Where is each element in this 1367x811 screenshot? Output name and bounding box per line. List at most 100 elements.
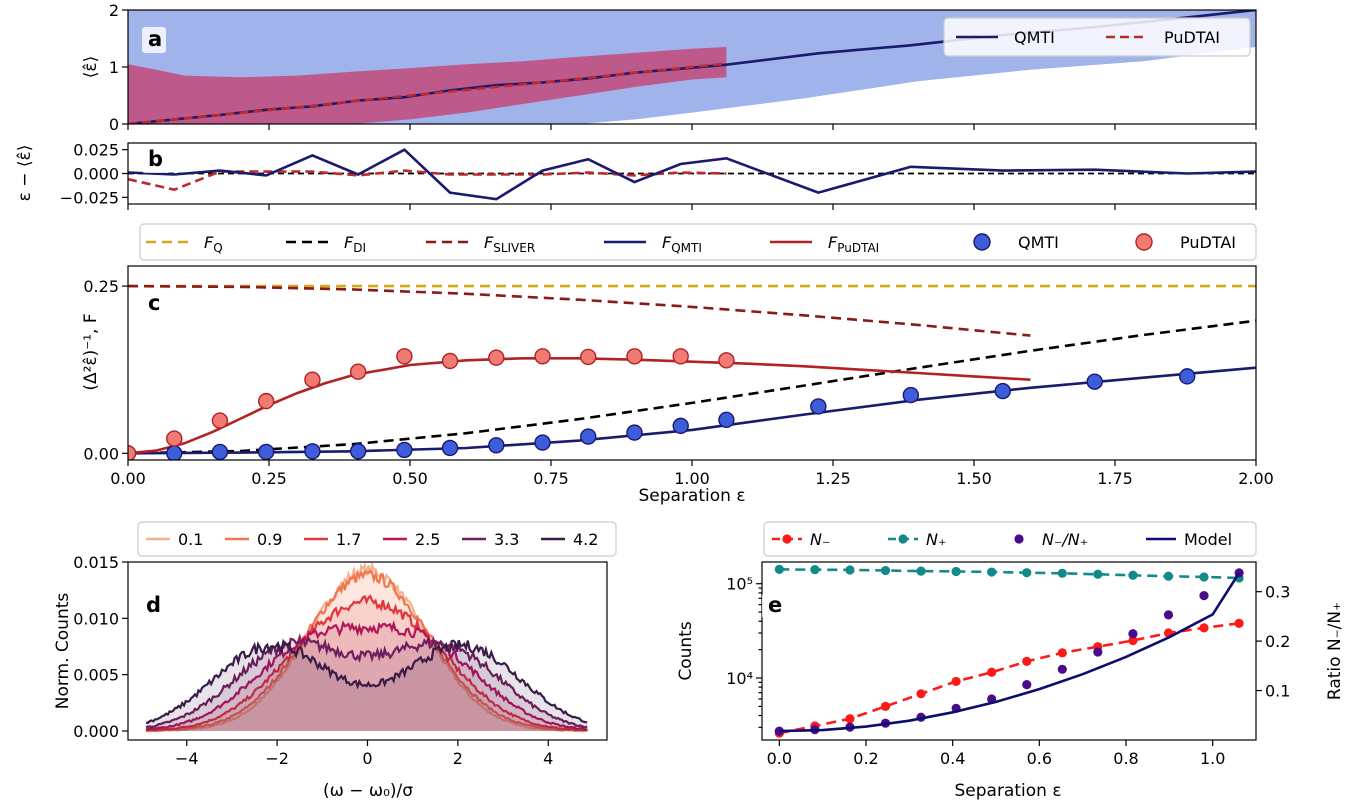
data-point-qmti [1178,368,1196,385]
data-point-0 [1234,618,1244,628]
x-tick-label: −2 [265,749,289,768]
panel-e-letter-bg [762,593,786,619]
y-tick-label: 0.010 [73,609,119,628]
legend-marker [782,534,792,544]
panel-b-ylabel: ε − ⟨ε̂⟩ [15,145,35,202]
data-point-pudtai [488,349,505,366]
y-tick-label: 0.015 [73,553,119,572]
distribution-line [145,562,588,733]
legend-label: FQ [204,233,223,255]
data-point-qmti [672,417,689,435]
data-point-qmti [488,437,505,454]
legend-label-main: F [204,233,214,252]
data-point-2 [1163,610,1174,620]
panel-b-plot [128,148,1256,201]
legend-label-sub: Q [213,241,222,255]
data-point-pudtai [349,363,367,380]
x-tick-label: 0.50 [392,469,428,488]
data-point-qmti [626,424,643,441]
legend-label-sub: SLIVER [493,241,535,255]
data-point-qmti [441,439,459,457]
panel-c-letter-bg [142,291,166,317]
legend-label: Model [1184,530,1232,549]
series-line-3 [779,572,1241,733]
panel-e-legend [763,521,1257,557]
data-point-1 [880,565,891,576]
data-point-pudtai [396,348,413,365]
band-pudtai [128,47,727,124]
data-point-0 [1199,623,1209,633]
data-point-1 [774,564,784,574]
x-tick-label: 1.25 [815,469,851,488]
x-tick-label: −4 [175,749,199,768]
legend-label: FSLIVER [484,233,535,255]
y-tick-label: 0 [109,115,119,134]
data-point-1 [810,565,820,575]
distribution-fill [146,623,589,731]
data-point-qmti [211,443,229,460]
legend-label-main: F [484,233,494,252]
panel-e-ylabel-right: Ratio N₋/N₊ [1325,602,1345,700]
x-tick-label: 1.75 [1097,469,1133,488]
panel-c-plot [128,284,1256,460]
data-point-1 [1093,569,1103,579]
distribution-line [145,638,588,724]
y-tick-label: 0.1 [1265,682,1290,701]
legend-label: FQMTI [662,233,702,255]
y-tick-label: 0.25 [83,277,119,296]
legend-label: 0.9 [257,530,282,549]
data-point-1 [1128,570,1138,580]
y-tick-label: 0.025 [73,141,119,160]
data-point-qmti [580,428,597,445]
legend-marker [973,233,991,251]
data-point-pudtai [626,348,643,365]
x-tick-label: 0.75 [533,469,569,488]
data-point-qmti [902,386,920,404]
panel-a-letter-bg [142,27,166,53]
legend-label: 2.5 [415,530,440,549]
x-tick-label: 2 [453,749,463,768]
panel-a-letter: a [148,27,162,51]
distribution-line [145,594,588,732]
data-point-pudtai [257,392,275,410]
data-point-1 [987,567,997,577]
data-point-2 [1199,591,1209,601]
panel-e-frame [761,561,1257,741]
data-point-qmti [304,443,321,460]
data-point-qmti [1086,373,1103,390]
data-point-pudtai [128,445,137,460]
x-tick-label: 0.25 [251,469,287,488]
legend-marker [898,534,908,544]
legend-label: QMTI [1014,28,1055,47]
y-tick-label: 2 [109,1,119,20]
data-point-1 [1022,568,1032,578]
legend-label: 1.7 [336,530,361,549]
panel-c-ylabel: (Δ²ε̂)⁻¹, F [81,313,101,390]
distribution-line [145,569,588,733]
data-point-1 [1163,571,1174,581]
data-point-pudtai [211,412,229,429]
data-point-qmti [718,411,735,429]
distribution-fill [146,596,589,731]
panel-b-letter: b [148,147,163,171]
data-point-qmti [534,434,551,451]
data-point-0 [1057,648,1067,658]
data-point-pudtai [718,352,735,369]
panel-a-legend [943,17,1251,57]
panel-d-legend [137,521,617,557]
x-tick-label: 0.4 [940,749,965,768]
y-tick-label: 0.000 [73,165,119,184]
panel-d-plot [145,562,589,733]
panel-d-xlabel: (ω − ω₀)/σ [323,781,413,801]
data-point-qmti [810,398,827,415]
series-line-1 [128,319,1256,455]
data-point-qmti [166,445,183,460]
distribution-line [145,635,588,729]
legend-label-sub: PuDTAI [837,241,879,255]
legend-label: PuDTAI [1180,233,1236,252]
panel-c-letter: c [148,291,160,315]
panel-e-plot [774,564,1244,738]
legend-label: N₋ [810,530,830,549]
x-tick-label: 0.00 [110,469,146,488]
legend-label: N₋/N₊ [1042,530,1088,549]
